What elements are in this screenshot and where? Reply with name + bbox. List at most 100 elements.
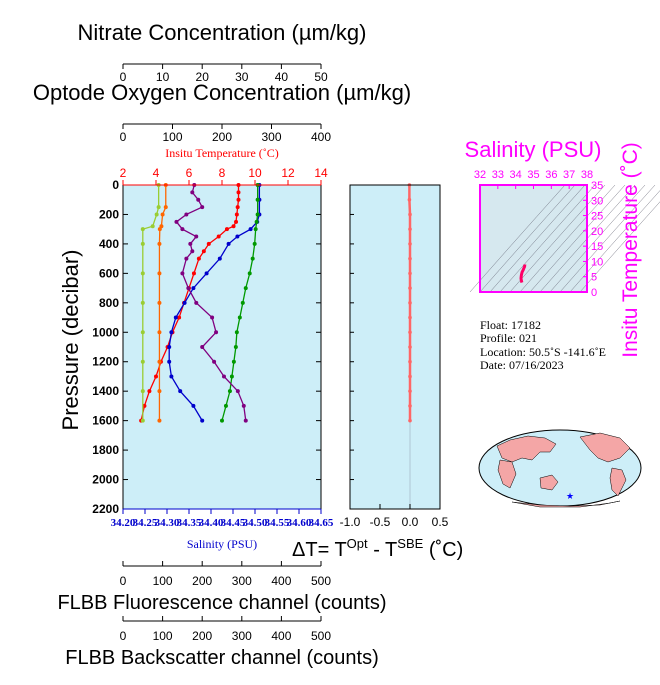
axis-tick-label: 6 bbox=[186, 166, 193, 180]
delta-t-point bbox=[408, 389, 412, 393]
axis-tick-label: 4 bbox=[153, 166, 160, 180]
axis-tick-label: 0 bbox=[120, 574, 127, 588]
pressure-tick-label: 2200 bbox=[92, 502, 119, 516]
axis-tick-label: 34.30 bbox=[155, 517, 180, 529]
ts-y-tick-label: 30 bbox=[591, 195, 603, 207]
salinity-axis-title: Salinity (PSU) bbox=[187, 537, 257, 551]
map-continents bbox=[496, 432, 631, 508]
data-point bbox=[157, 418, 162, 423]
float-id: Float: 17182 bbox=[480, 318, 541, 332]
data-point bbox=[240, 300, 245, 305]
ts-density-contours bbox=[469, 184, 660, 293]
data-point bbox=[231, 359, 236, 364]
delta-t-panel: -1.0 -0.5 0.0 0.5 ΔT= TOpt - TSBE (˚C) bbox=[292, 183, 463, 561]
pressure-tick-label: 1600 bbox=[92, 414, 119, 428]
pressure-tick-label: 800 bbox=[99, 296, 119, 310]
data-point bbox=[255, 212, 260, 217]
axis-tick-label: 300 bbox=[261, 130, 281, 144]
axis-tick-label: 400 bbox=[311, 130, 331, 144]
pressure-tick-label: 0 bbox=[112, 178, 119, 192]
data-point bbox=[201, 249, 206, 254]
temperature-axis-title: Insitu Temperature (˚C) bbox=[165, 146, 279, 160]
data-point bbox=[235, 389, 240, 394]
axis-tick-label: 34.20 bbox=[111, 517, 136, 529]
data-point bbox=[200, 345, 205, 349]
axis-tick-label: 300 bbox=[232, 574, 252, 588]
ts-y-tick-label: 35 bbox=[591, 180, 603, 192]
axis-tick-label: 200 bbox=[192, 574, 212, 588]
ts-y-tick-label: 5 bbox=[591, 272, 597, 284]
delta-t-title-sup-sbe: SBE bbox=[397, 536, 423, 551]
pressure-axis: 0 200 400 600 800 1000 1200 1400 1600 1800 2000 220… bbox=[92, 178, 321, 516]
axis-tick-label: 100 bbox=[153, 629, 173, 643]
data-point bbox=[163, 205, 168, 210]
data-point bbox=[140, 359, 145, 364]
axis-tick-label: 50 bbox=[314, 70, 328, 84]
data-point bbox=[157, 300, 162, 305]
ts-x-tick-label: 36 bbox=[545, 169, 557, 181]
data-point bbox=[248, 227, 253, 232]
data-point bbox=[157, 241, 162, 246]
ts-x-tick-label: 37 bbox=[563, 169, 575, 181]
data-point bbox=[180, 271, 185, 276]
data-point bbox=[157, 330, 162, 335]
density-contour bbox=[499, 184, 596, 293]
axis-tick-label: 34.50 bbox=[243, 517, 268, 529]
data-point bbox=[250, 256, 255, 261]
fluorescence-axis-title: FLBB Fluorescence channel (counts) bbox=[57, 592, 386, 614]
axis-tick-label: 34.45 bbox=[221, 517, 246, 529]
data-point bbox=[182, 300, 187, 305]
data-point bbox=[227, 389, 232, 394]
data-point bbox=[177, 315, 182, 320]
axis-tick-label: 400 bbox=[271, 629, 291, 643]
data-point bbox=[220, 418, 224, 423]
data-point bbox=[157, 359, 162, 364]
oxygen-axis: 0 100 200 300 400 bbox=[120, 123, 331, 144]
location: Location: 50.5˚S -141.6˚E bbox=[480, 345, 606, 359]
data-point bbox=[147, 389, 152, 394]
data-point bbox=[174, 219, 179, 224]
oxygen-axis-title: Optode Oxygen Concentration (µm/kg) bbox=[33, 80, 411, 105]
axis-tick-label: 400 bbox=[271, 574, 291, 588]
map-antarctica bbox=[511, 500, 621, 508]
nitrate-axis: 0 10 20 30 40 50 bbox=[120, 63, 328, 84]
delta-t-tick-label: -0.5 bbox=[370, 515, 391, 529]
data-point bbox=[231, 224, 236, 229]
main-series-layer bbox=[139, 183, 262, 423]
data-point bbox=[169, 330, 174, 335]
data-point bbox=[157, 271, 162, 276]
data-point bbox=[157, 227, 162, 232]
main-profile-panel: 0 200 400 600 800 1000 1200 1400 1600 1800 2000 220… bbox=[58, 178, 322, 516]
data-point bbox=[140, 241, 145, 246]
pressure-tick-label: 1400 bbox=[92, 384, 119, 398]
data-point bbox=[160, 212, 165, 217]
density-contour bbox=[479, 184, 576, 293]
data-point bbox=[226, 241, 231, 246]
ts-salinity-axis: 32 33 34 35 36 37 38 bbox=[474, 169, 593, 189]
axis-tick-label: 0 bbox=[120, 70, 127, 84]
data-point bbox=[186, 286, 191, 291]
map-south-america bbox=[609, 467, 627, 497]
data-point bbox=[140, 389, 145, 394]
map-north-america bbox=[579, 432, 631, 463]
axis-tick-label: 8 bbox=[219, 166, 226, 180]
delta-t-tick-label: 0.0 bbox=[402, 515, 419, 529]
density-contour bbox=[559, 184, 656, 293]
pressure-tick-label: 200 bbox=[99, 207, 119, 221]
ts-y-tick-label: 0 bbox=[591, 287, 597, 299]
series-line bbox=[175, 184, 247, 421]
ts-series-layer bbox=[519, 264, 527, 283]
data-point bbox=[196, 256, 201, 261]
delta-t-plot-frame bbox=[349, 184, 441, 510]
data-point bbox=[217, 256, 222, 261]
pressure-tick-label: 1000 bbox=[92, 325, 119, 339]
data-point bbox=[188, 241, 193, 246]
axis-tick-label: 500 bbox=[311, 574, 331, 588]
density-contour bbox=[489, 184, 586, 293]
data-point bbox=[190, 190, 195, 195]
data-point bbox=[157, 389, 162, 394]
data-point bbox=[156, 205, 161, 210]
data-point bbox=[255, 197, 260, 202]
data-point bbox=[247, 271, 252, 276]
ts-diagram: Salinity (PSU) 32 33 34 35 36 37 38 0 5 10 15 20 25… bbox=[465, 137, 660, 358]
